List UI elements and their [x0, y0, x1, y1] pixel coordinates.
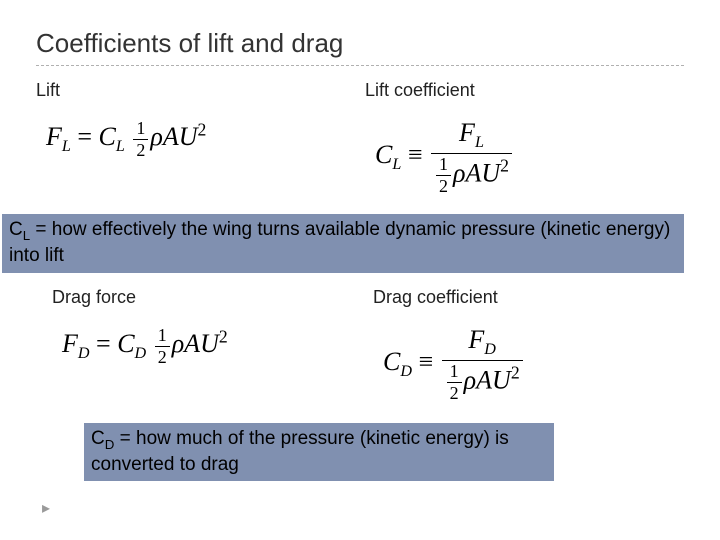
lift-coef-col: Lift coefficient CL ≡ FL 1 2 ρAU2 — [365, 80, 684, 208]
drag-coef-col: Drag coefficient CD ≡ FD 1 2 ρAU2 — [373, 287, 684, 415]
lift-row: Lift FL = CL 1 2 ρAU2 Lift coefficient C… — [36, 80, 684, 208]
drag-col: Drag force FD = CD 1 2 ρAU2 — [52, 287, 363, 415]
cl-callout-text: = how effectively the wing turns availab… — [9, 219, 670, 266]
cd-callout-text: = how much of the pressure (kinetic ener… — [91, 428, 509, 475]
sq: 2 — [198, 120, 207, 140]
bullet-arrow-icon: ▸ — [42, 498, 50, 518]
cl-callout-c: C — [9, 219, 23, 240]
lift-coef-label: Lift coefficient — [365, 80, 684, 101]
drag-row: Drag force FD = CD 1 2 ρAU2 Drag coeffic… — [36, 287, 684, 415]
cd-callout: CD = how much of the pressure (kinetic e… — [84, 423, 554, 482]
fl-sub: L — [62, 139, 71, 156]
cd-callout-sub: D — [105, 436, 115, 451]
drag-coef-label: Drag coefficient — [373, 287, 684, 308]
title-divider — [36, 65, 684, 66]
cl-var: C — [99, 122, 116, 151]
drag-coef-formula: CD ≡ FD 1 2 ρAU2 — [373, 318, 684, 415]
lift-formula: FL = CL 1 2 ρAU2 — [36, 111, 355, 172]
drag-force-label: Drag force — [52, 287, 363, 308]
a: A — [163, 122, 179, 151]
slide-title: Coefficients of lift and drag — [36, 28, 684, 59]
lift-label: Lift — [36, 80, 355, 101]
eq: = — [77, 122, 92, 151]
drag-formula: FD = CD 1 2 ρAU2 — [52, 318, 363, 379]
cl-callout: CL = how effectively the wing turns avai… — [2, 214, 684, 273]
rho: ρ — [150, 122, 162, 151]
cl-sub: L — [116, 139, 125, 156]
lift-col: Lift FL = CL 1 2 ρAU2 — [36, 80, 355, 208]
lift-coef-formula: CL ≡ FL 1 2 ρAU2 — [365, 111, 684, 208]
cl-frac: FL 1 2 ρAU2 — [431, 119, 512, 196]
fl-var: F — [46, 122, 62, 151]
cd-callout-c: C — [91, 428, 105, 449]
equiv: ≡ — [408, 140, 423, 169]
half-frac: 1 2 — [133, 119, 148, 160]
slide: Coefficients of lift and drag Lift FL = … — [0, 0, 720, 540]
u: U — [179, 122, 198, 151]
